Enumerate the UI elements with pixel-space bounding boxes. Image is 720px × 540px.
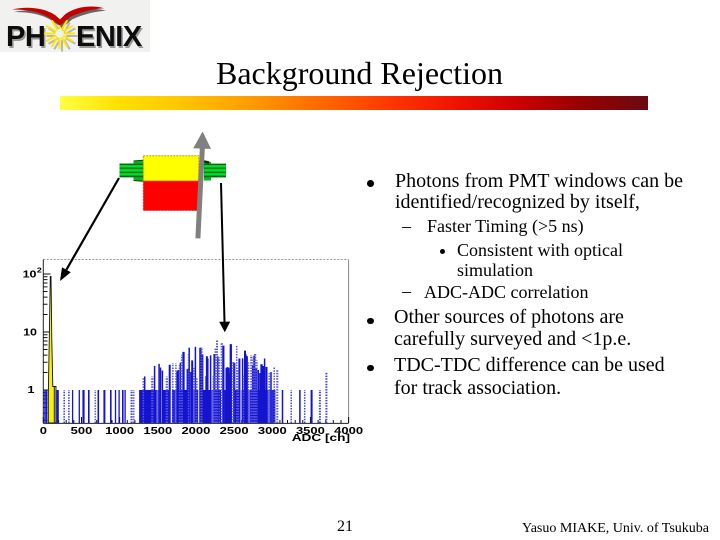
svg-text:4000: 4000 bbox=[334, 426, 363, 436]
svg-text:3500: 3500 bbox=[296, 426, 325, 436]
svg-text:1000: 1000 bbox=[105, 426, 134, 436]
svg-text:ENIX: ENIX bbox=[76, 21, 143, 53]
svg-text:500: 500 bbox=[71, 426, 93, 436]
svg-text:ADC [ch]: ADC [ch] bbox=[292, 432, 350, 444]
svg-text:2000: 2000 bbox=[181, 426, 210, 436]
svg-text:0: 0 bbox=[40, 426, 47, 436]
svg-text:3000: 3000 bbox=[258, 426, 287, 436]
svg-text:10: 10 bbox=[23, 328, 37, 339]
svg-text:PH: PH bbox=[6, 21, 45, 53]
svg-text:1: 1 bbox=[28, 385, 35, 396]
svg-text:2: 2 bbox=[37, 266, 43, 274]
svg-text:ENIX: ENIX bbox=[78, 23, 145, 55]
svg-text:PH: PH bbox=[8, 23, 47, 55]
svg-text:10: 10 bbox=[23, 270, 37, 281]
svg-text:2500: 2500 bbox=[220, 426, 249, 436]
svg-text:1500: 1500 bbox=[143, 426, 172, 436]
